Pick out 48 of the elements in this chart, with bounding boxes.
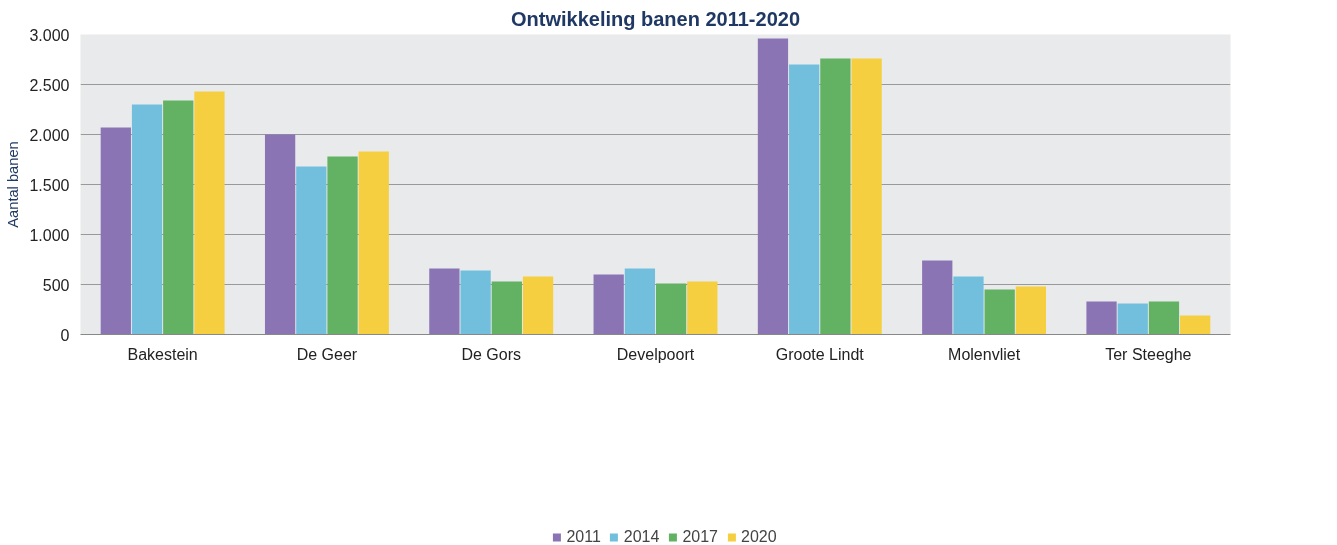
x-tick-label: Groote Lindt	[775, 345, 865, 363]
bar	[131, 104, 163, 335]
bar	[491, 281, 522, 335]
bar	[358, 151, 389, 335]
x-tick-label: Bakestein	[127, 345, 198, 363]
chart-title: Ontwikkeling banen 2011-2020	[510, 7, 801, 30]
bar	[429, 268, 460, 335]
legend-label: 2014	[623, 527, 660, 545]
y-tick-label: 3.000	[29, 26, 70, 44]
bar	[789, 64, 820, 335]
x-tick-label: Molenvliet	[948, 345, 1021, 363]
bar	[953, 276, 984, 335]
bar	[296, 166, 327, 335]
bar	[1015, 286, 1047, 335]
y-tick-label: 1.000	[29, 226, 70, 244]
x-tick-label: Develpoort	[616, 345, 695, 363]
y-axis-title: Aantal banen	[5, 141, 22, 228]
y-tick-label: 500	[42, 276, 70, 294]
bar	[327, 156, 358, 335]
bar	[1148, 301, 1180, 335]
bar	[163, 100, 194, 335]
bar	[687, 281, 718, 335]
legend-label: 2017	[682, 527, 718, 545]
legend-label: 2020	[740, 527, 777, 545]
x-tick-label: Ter Steeghe	[1105, 345, 1192, 363]
y-tick-label: 0	[60, 326, 70, 344]
y-tick-label: 2.000	[29, 126, 70, 144]
bar	[100, 127, 131, 335]
bar	[264, 134, 296, 335]
bar	[851, 58, 882, 335]
bar	[1117, 303, 1148, 335]
bar	[460, 270, 491, 335]
bar	[1180, 315, 1211, 335]
bar	[655, 283, 687, 335]
bar	[522, 276, 554, 335]
y-tick-label: 2.500	[29, 76, 70, 94]
y-tick-label: 1.500	[29, 176, 70, 194]
bar	[922, 260, 953, 335]
x-tick-label: De Gors	[461, 345, 522, 363]
bar	[984, 289, 1015, 335]
legend-label: 2011	[566, 527, 601, 545]
bar	[820, 58, 851, 335]
x-tick-label: De Geer	[296, 345, 358, 363]
bar	[757, 38, 789, 335]
bar	[624, 268, 656, 335]
bar	[194, 91, 225, 335]
bar	[1086, 301, 1117, 335]
bar	[593, 274, 624, 335]
